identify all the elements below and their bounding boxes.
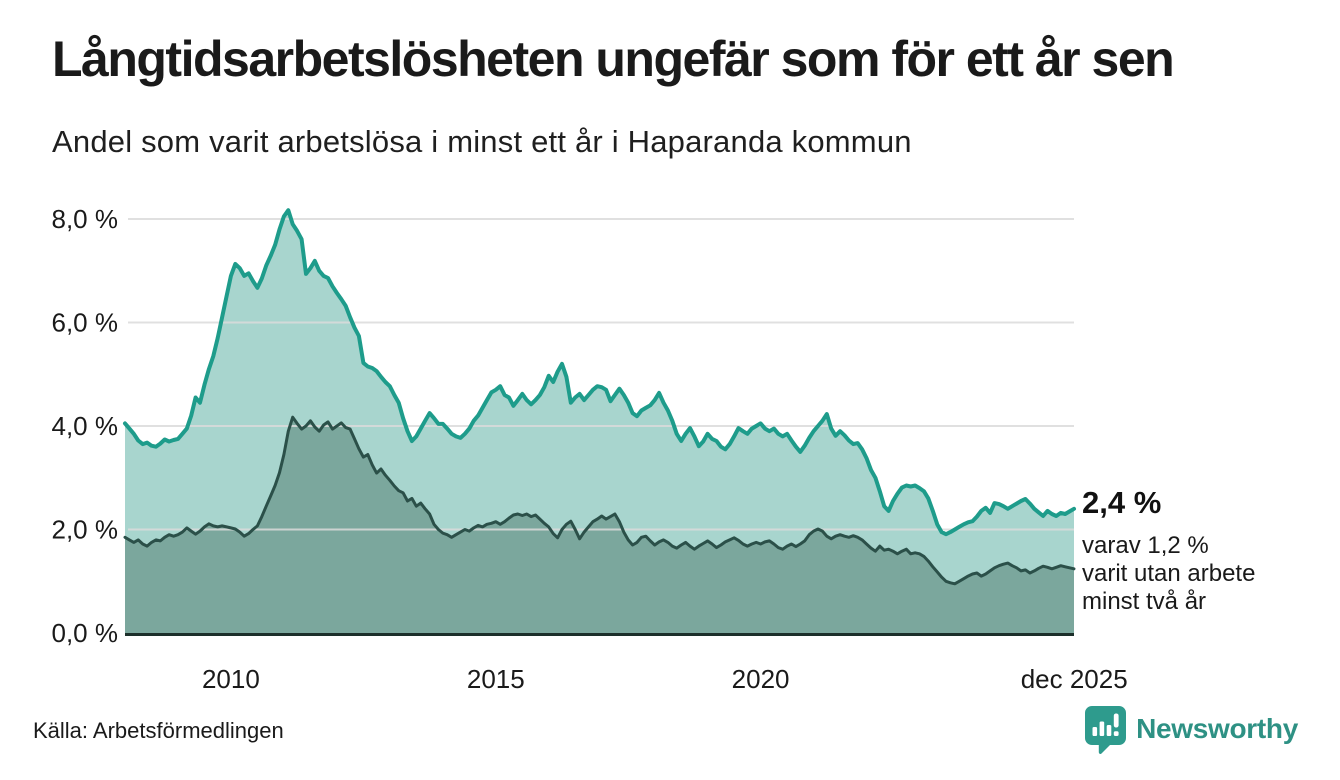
chart-title: Långtidsarbetslösheten ungefär som för e… — [52, 31, 1175, 87]
annotation-note-line: minst två år — [1082, 588, 1207, 615]
y-tick-label: 2,0 % — [52, 515, 119, 545]
newsworthy-logo: Newsworthy — [1081, 704, 1298, 754]
y-tick-label: 0,0 % — [52, 618, 119, 648]
source-note: Källa: Arbetsförmedlingen — [33, 718, 284, 743]
x-tick-label: dec 2025 — [1021, 664, 1128, 694]
latest-value-annotation: 2,4 % varav 1,2 % varit utan arbete mins… — [1082, 486, 1255, 616]
newsworthy-wordmark: Newsworthy — [1136, 713, 1298, 744]
annotation-note: varav 1,2 % varit utan arbete minst två … — [1082, 532, 1255, 616]
annotation-latest-value: 2,4 % — [1082, 485, 1162, 520]
y-tick-label: 8,0 % — [52, 204, 119, 234]
x-tick-label: 2020 — [732, 664, 790, 694]
line-minst-tva-ar — [123, 415, 1076, 586]
line-minst-ett-ar — [123, 208, 1076, 537]
x-tick-label: 2010 — [202, 664, 260, 694]
x-tick-label: 2015 — [467, 664, 525, 694]
y-tick-label: 6,0 % — [52, 308, 119, 338]
y-tick-label: 4,0 % — [52, 411, 119, 441]
newsworthy-logo-icon — [1085, 706, 1127, 754]
chart-subtitle: Andel som varit arbetslösa i minst ett å… — [52, 124, 912, 159]
annotation-note-line: varit utan arbete — [1082, 560, 1256, 587]
area-fill-1 — [125, 417, 1074, 633]
annotation-note-line: varav 1,2 % — [1082, 532, 1209, 559]
